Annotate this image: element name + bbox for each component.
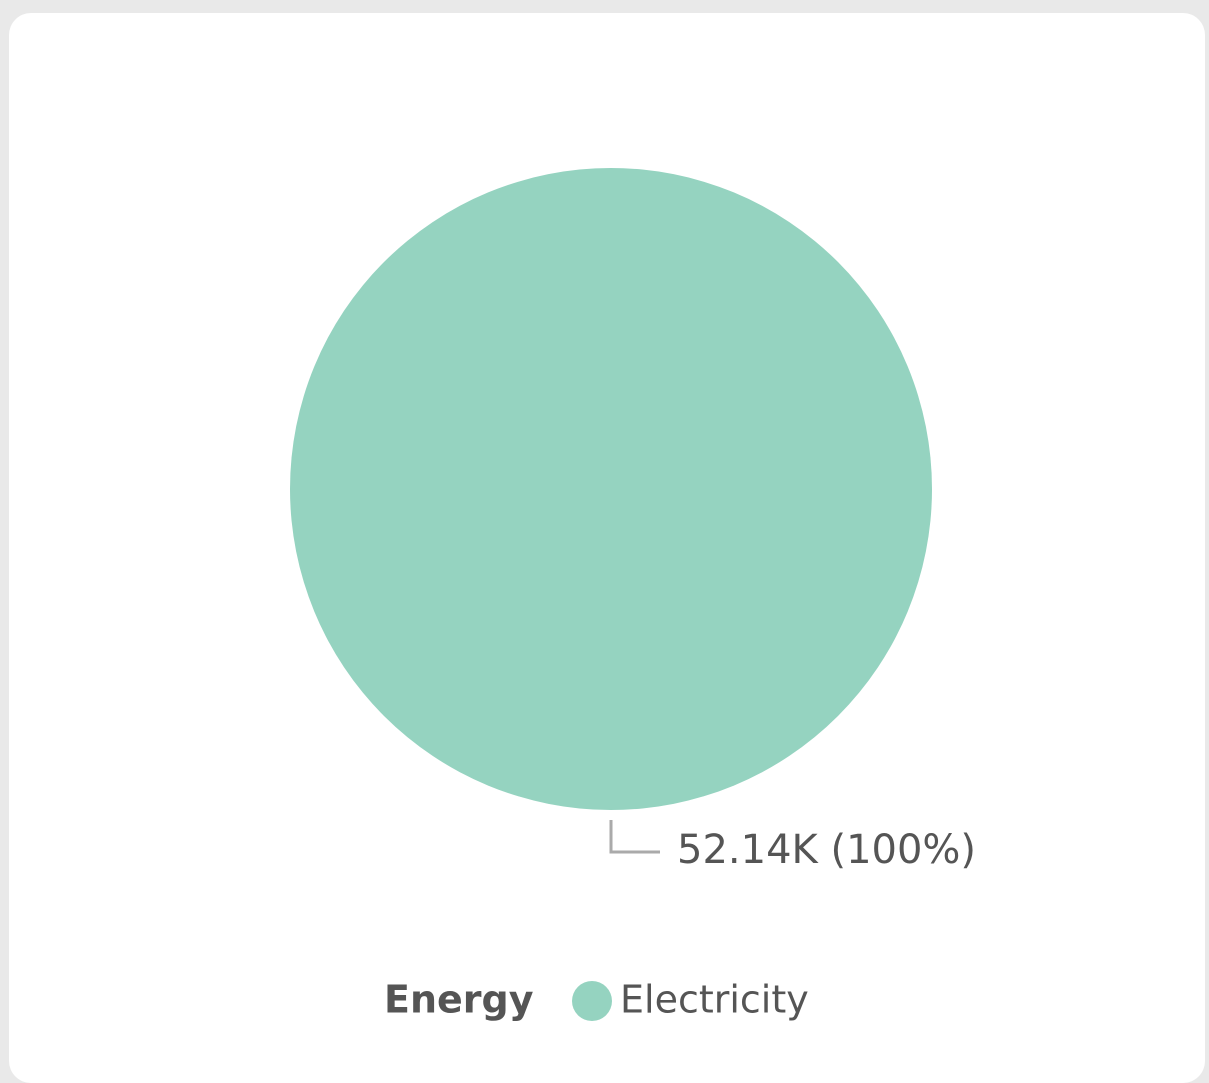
- leader-line: [609, 820, 660, 854]
- data-label: 52.14K (100%): [677, 827, 976, 873]
- legend-title: Energy: [384, 978, 534, 1022]
- pie-slice: [290, 168, 932, 810]
- legend-label: Electricity: [620, 978, 809, 1022]
- legend-marker: [572, 981, 612, 1021]
